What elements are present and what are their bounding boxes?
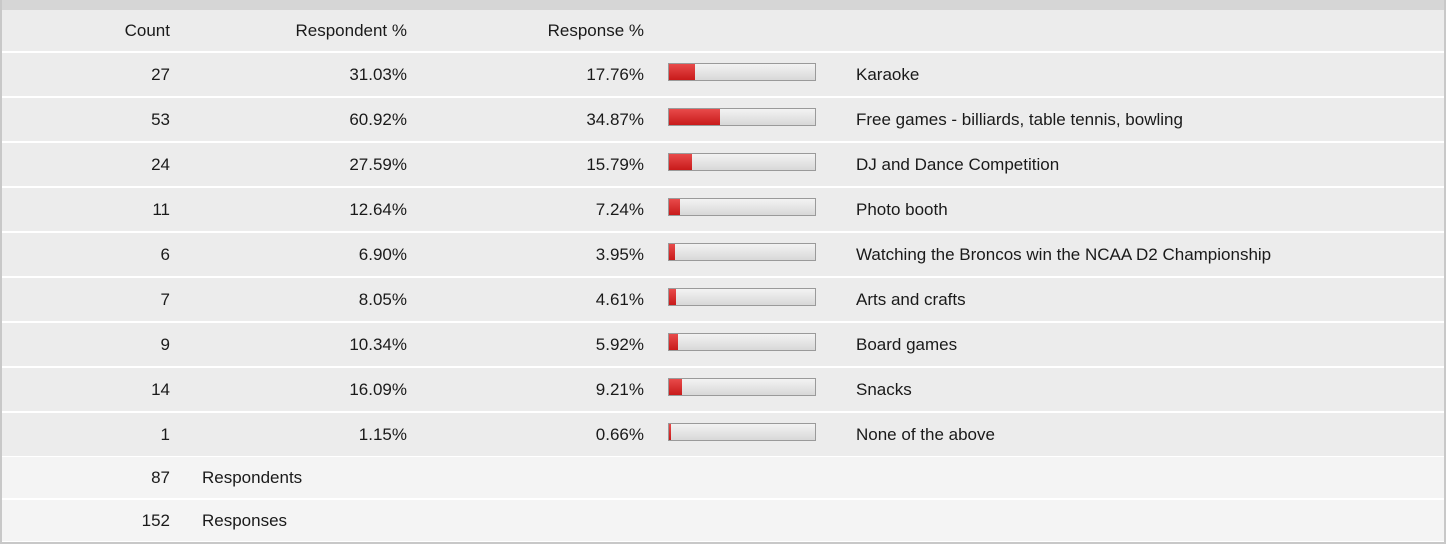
row-response-pct: 34.87% xyxy=(586,110,644,129)
row-response-pct: 4.61% xyxy=(595,290,644,309)
row-option-label: Karaoke xyxy=(856,65,920,84)
response-bar-fill xyxy=(669,154,692,170)
response-bar xyxy=(668,63,816,81)
row-response-pct: 7.24% xyxy=(595,200,644,219)
response-bar-fill xyxy=(669,379,682,395)
row-count: 24 xyxy=(151,155,170,174)
response-bar xyxy=(668,108,816,126)
row-option-label: Free games - billiards, table tennis, bo… xyxy=(856,110,1183,129)
row-count: 6 xyxy=(160,245,170,264)
row-option-label: None of the above xyxy=(856,425,995,444)
table-row: 9 10.34% 5.92% Board games xyxy=(2,323,1444,368)
respondents-label: Respondents xyxy=(202,468,303,487)
row-count: 14 xyxy=(151,380,170,399)
responses-label: Responses xyxy=(202,511,288,530)
top-border xyxy=(2,0,1444,10)
respondents-count: 87 xyxy=(151,468,170,487)
row-count: 1 xyxy=(160,425,170,444)
response-bar-fill xyxy=(669,199,680,215)
response-bar xyxy=(668,333,816,351)
row-count: 53 xyxy=(151,110,170,129)
response-bar-fill xyxy=(669,334,678,350)
response-bar xyxy=(668,378,816,396)
response-bar xyxy=(668,153,816,171)
row-response-pct: 3.95% xyxy=(595,245,644,264)
row-option-label: DJ and Dance Competition xyxy=(856,155,1060,174)
row-option-label: Watching the Broncos win the NCAA D2 Cha… xyxy=(856,245,1272,264)
response-bar-fill xyxy=(669,64,695,80)
row-respondent-pct: 31.03% xyxy=(349,65,407,84)
table-row: 11 12.64% 7.24% Photo booth xyxy=(2,188,1444,233)
table-row: 7 8.05% 4.61% Arts and crafts xyxy=(2,278,1444,323)
row-option-label: Board games xyxy=(856,335,958,354)
table-row: 14 16.09% 9.21% Snacks xyxy=(2,368,1444,413)
row-response-pct: 17.76% xyxy=(586,65,644,84)
response-bar xyxy=(668,423,816,441)
table-row: 1 1.15% 0.66% None of the above xyxy=(2,413,1444,458)
response-bar-fill xyxy=(669,289,676,305)
response-bar-fill xyxy=(669,109,720,125)
response-bar xyxy=(668,288,816,306)
row-count: 9 xyxy=(160,335,170,354)
row-response-pct: 0.66% xyxy=(595,425,644,444)
summary-row-responses: 152 Responses xyxy=(2,500,1444,542)
header-count: Count xyxy=(124,21,170,40)
row-respondent-pct: 27.59% xyxy=(349,155,407,174)
header-response-pct: Response % xyxy=(547,21,644,40)
row-option-label: Snacks xyxy=(856,380,912,399)
row-respondent-pct: 6.90% xyxy=(358,245,407,264)
responses-count: 152 xyxy=(141,511,170,530)
row-respondent-pct: 10.34% xyxy=(349,335,407,354)
row-respondent-pct: 8.05% xyxy=(358,290,407,309)
table-row: 27 31.03% 17.76% Karaoke xyxy=(2,53,1444,98)
row-response-pct: 9.21% xyxy=(595,380,644,399)
row-respondent-pct: 1.15% xyxy=(358,425,407,444)
response-bar xyxy=(668,198,816,216)
table-row: 53 60.92% 34.87% Free games - billiards, ta… xyxy=(2,98,1444,143)
row-option-label: Arts and crafts xyxy=(856,290,966,309)
row-count: 7 xyxy=(160,290,170,309)
response-bar-fill xyxy=(669,424,671,440)
table-row: 24 27.59% 15.79% DJ and Dance Competition xyxy=(2,143,1444,188)
row-response-pct: 5.92% xyxy=(595,335,644,354)
response-bar-fill xyxy=(669,244,675,260)
row-response-pct: 15.79% xyxy=(586,155,644,174)
summary-row-respondents: 87 Respondents xyxy=(2,457,1444,500)
row-respondent-pct: 16.09% xyxy=(349,380,407,399)
response-bar xyxy=(668,243,816,261)
row-option-label: Photo booth xyxy=(856,200,948,219)
row-count: 27 xyxy=(151,65,170,84)
row-respondent-pct: 60.92% xyxy=(349,110,407,129)
header-respondent-pct: Respondent % xyxy=(295,21,407,40)
table-header: Count Respondent % Response % xyxy=(2,10,1444,53)
table-row: 6 6.90% 3.95% Watching the Broncos win the … xyxy=(2,233,1444,278)
row-count: 11 xyxy=(152,200,170,219)
row-respondent-pct: 12.64% xyxy=(349,200,407,219)
